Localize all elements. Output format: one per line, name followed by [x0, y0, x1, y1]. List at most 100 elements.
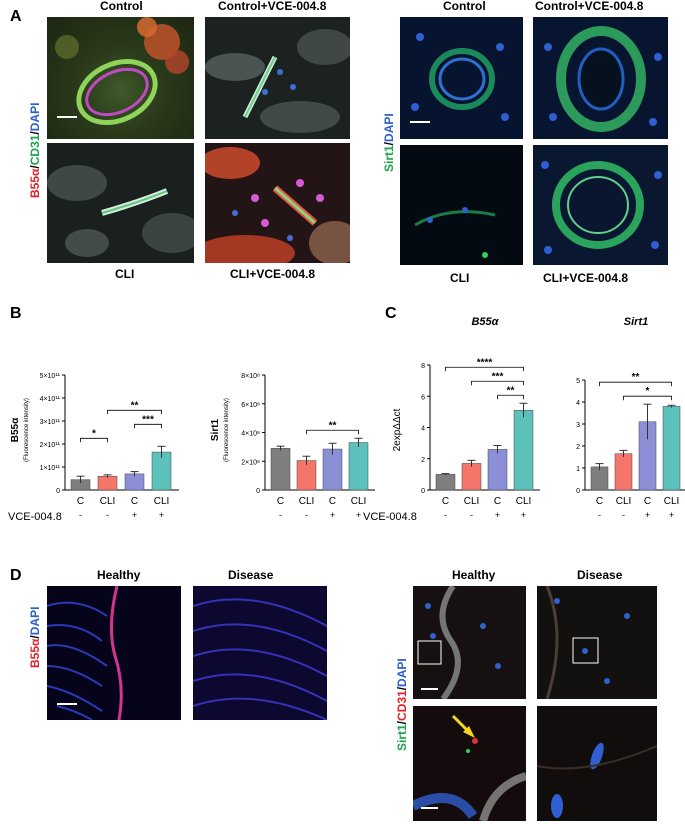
micrograph-healthy-sirt1-zoom: [413, 706, 526, 821]
col-label-control-vce: Control+VCE-004.8: [218, 0, 327, 13]
panel-letter-d: D: [10, 567, 22, 584]
bar: [296, 460, 317, 491]
treatment-label-c: VCE-004.8: [363, 511, 417, 523]
y-tick-label: 4×10¹¹: [40, 396, 61, 403]
y-tick-label: 6: [421, 394, 425, 401]
significance-label: **: [329, 420, 337, 431]
y-tick-label: 3: [576, 422, 580, 429]
x-tick-label: CLI: [299, 496, 315, 507]
panel-letter-b: B: [10, 305, 22, 322]
treatment-sign: +: [356, 510, 361, 520]
micrograph-disease-b55: [193, 586, 327, 720]
x-tick-label: C: [329, 496, 336, 507]
treatment-label-b: VCE-004.8: [8, 511, 62, 523]
y-tick-label: 3×10¹¹: [40, 419, 61, 426]
y-tick-label: 5: [576, 378, 580, 385]
treatment-sign: -: [305, 510, 308, 520]
treatment-sign: +: [521, 510, 526, 520]
treatment-sign: +: [495, 510, 500, 520]
x-tick-label: CLI: [464, 496, 480, 507]
micrograph-control-sirt1: [400, 17, 523, 139]
micrograph-healthy-b55: [47, 586, 181, 720]
treatment-sign: +: [330, 510, 335, 520]
bar: [97, 475, 118, 491]
stain-label-sirt1-cd31-dapi: Sirt1/CD31/DAPI: [395, 658, 409, 751]
bar: [487, 449, 508, 491]
y-tick-label: 1×10¹¹: [40, 465, 61, 472]
y-axis-label: Sirt1: [210, 418, 221, 441]
col-label-control-vce-sirt1: Control+VCE-004.8: [535, 0, 644, 13]
x-tick-label: CLI: [516, 496, 532, 507]
bar: [662, 406, 681, 491]
x-tick-label: C: [596, 496, 603, 507]
treatment-sign: -: [279, 510, 282, 520]
col-label-disease-b55: Disease: [228, 568, 274, 582]
significance-bracket: [497, 394, 524, 400]
significance-label: **: [632, 372, 640, 383]
y-tick-label: 5×10¹¹: [40, 373, 61, 380]
treatment-sign: +: [669, 510, 674, 520]
y-tick-label: 4×10⁸: [241, 431, 260, 438]
x-tick-label: CLI: [664, 496, 680, 507]
micrograph-cli-vce-sirt1: [533, 145, 668, 265]
stain-label-sirt1-dapi: Sirt1/DAPI: [382, 113, 396, 172]
panel-letter-a: A: [10, 8, 22, 25]
treatment-sign: -: [444, 510, 447, 520]
y-tick-label: 6×10⁸: [241, 402, 260, 409]
col-label-disease-sirt1: Disease: [577, 568, 623, 582]
x-tick-label: C: [131, 496, 138, 507]
col-label-healthy-b55: Healthy: [97, 568, 141, 582]
treatment-sign: +: [132, 510, 137, 520]
micrograph-control-vce-sirt1: [533, 17, 668, 139]
x-tick-label: C: [77, 496, 84, 507]
micrograph-cli-sirt1: [400, 145, 523, 265]
significance-bracket: [623, 395, 672, 401]
micrograph-cli-b55: [47, 143, 194, 263]
significance-label: **: [507, 385, 515, 396]
y-tick-label: 2: [576, 444, 580, 451]
y-tick-label: 4: [421, 426, 425, 433]
micrograph-control-vce-b55: [205, 17, 350, 139]
y-tick-label: 1: [576, 466, 580, 473]
chart-title: B55α: [471, 316, 499, 328]
row-label-cli-vce-sirt1: CLI+VCE-004.8: [543, 271, 629, 285]
treatment-sign: -: [598, 510, 601, 520]
significance-label: *: [646, 386, 650, 397]
treatment-sign: -: [79, 510, 82, 520]
y-tick-label: 8: [421, 363, 425, 370]
significance-label: ****: [477, 357, 493, 368]
treatment-sign: +: [159, 510, 164, 520]
x-tick-label: CLI: [616, 496, 632, 507]
micrograph-cli-vce-b55: [205, 143, 350, 263]
significance-bracket: [599, 381, 672, 387]
col-label-healthy-sirt1: Healthy: [452, 568, 496, 582]
x-tick-label: C: [442, 496, 449, 507]
micrograph-disease-sirt1: [537, 586, 657, 699]
y-axis-sublabel: (Fluorescence intensity): [224, 398, 230, 462]
chart-title: Sirt1: [624, 316, 648, 328]
chart-b55-fluorescence: 0 1×10¹¹ 2×10¹¹ 3×10¹¹ 4×10¹¹ 5×10¹¹ B55α (Fluo…: [10, 373, 179, 520]
bar: [270, 448, 291, 491]
bar: [322, 448, 343, 491]
col-label-control-sirt1: Control: [443, 0, 486, 13]
significance-label: ***: [142, 414, 154, 425]
y-tick-label: 4: [576, 400, 580, 407]
significance-bracket: [471, 380, 524, 386]
col-label-control: Control: [100, 0, 143, 13]
x-tick-label: CLI: [100, 496, 116, 507]
y-tick-label: 0: [256, 488, 260, 495]
row-label-cli-sirt1: CLI: [450, 271, 470, 285]
significance-bracket: [80, 437, 108, 443]
stain-label-b55-cd31-dapi: B55α/CD31/DAPI: [28, 102, 42, 198]
significance-label: *: [92, 428, 96, 439]
y-tick-label: 2×10¹¹: [40, 442, 61, 449]
treatment-sign: -: [106, 510, 109, 520]
y-tick-label: 2: [421, 457, 425, 464]
y-tick-label: 2×10⁸: [241, 459, 260, 466]
micrograph-control-b55: [47, 17, 194, 139]
bar: [435, 474, 456, 491]
bar: [513, 410, 534, 491]
significance-bracket: [134, 423, 162, 429]
